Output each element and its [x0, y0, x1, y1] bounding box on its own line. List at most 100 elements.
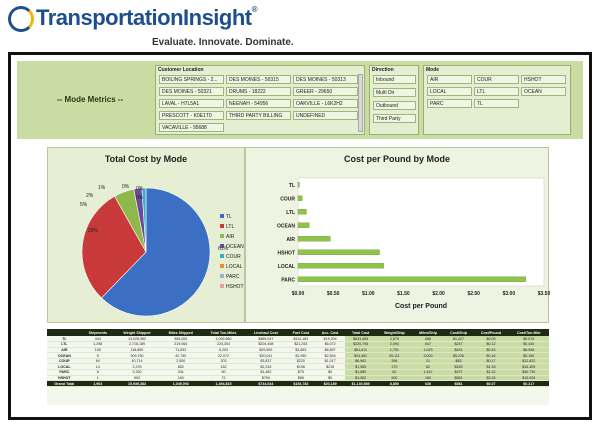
table-cell: $633,455 — [344, 336, 377, 343]
mode-metrics-label: -- Mode Metrics -- — [57, 95, 124, 104]
bar-ltl[interactable] — [297, 209, 307, 215]
direction-option[interactable]: Third Party — [373, 114, 416, 123]
customer-location-option[interactable]: DES MOINES - 50321 — [159, 87, 224, 96]
table-header-cell[interactable] — [47, 329, 82, 336]
bar-local[interactable] — [297, 263, 384, 269]
mode-option[interactable]: PARC — [427, 99, 472, 108]
customer-location-option[interactable]: VACAVILLE - 95688 — [159, 123, 224, 132]
mode-option[interactable]: LOCAL — [427, 87, 472, 96]
table-header-cell[interactable]: Weight/Ship — [376, 329, 413, 336]
x-tick-label: $2.50 — [467, 291, 480, 297]
table-cell: 2,579 — [376, 336, 413, 343]
pie-slice-cour[interactable] — [141, 187, 147, 253]
table-cell: 62 — [376, 369, 413, 376]
table-cell: 5,203 — [201, 347, 246, 354]
table-header-cell[interactable]: Total Ton-Miles — [201, 329, 246, 336]
direction-option[interactable]: Inbound — [373, 75, 416, 84]
table-cell: $83 — [443, 358, 474, 365]
customer-location-option[interactable]: DES MOINES - 50315 — [226, 75, 291, 84]
pie-slice-label: 29% — [88, 228, 99, 234]
legend-label: TL — [226, 214, 232, 220]
customer-location-option[interactable]: DRUMS - 18222 — [226, 87, 291, 96]
table-header-cell[interactable]: Cost/Ship — [443, 329, 474, 336]
mode-option[interactable]: AIR — [427, 75, 472, 84]
mode-option[interactable]: OCEAN — [521, 87, 566, 96]
table-cell: $320,795 — [344, 341, 377, 348]
table-cell: $1,950 — [286, 352, 316, 359]
customer-location-option[interactable]: PRESCOTT - K0E1T0 — [159, 111, 224, 120]
customer-location-option[interactable]: NEENAH - 54956 — [226, 99, 291, 108]
bar-ocean[interactable] — [297, 222, 310, 228]
brand-name-part2: Insight — [183, 5, 252, 30]
table-header-cell[interactable]: Linehaul Cost — [245, 329, 287, 336]
table-row: OCEAN 5 309,750 42,750 22,072 $20,011 $1,950 $2… — [47, 352, 549, 359]
table-row: AIR 105 118,890 71,832 5,203 $29,592 $1,853 $6,… — [47, 347, 549, 354]
table-cell: $1,427 — [443, 336, 474, 343]
table-cell: 21 — [412, 358, 444, 365]
customer-location-option[interactable]: DES MOINES - 50313 — [293, 75, 358, 84]
direction-option[interactable]: Outbound — [373, 101, 416, 110]
table-cell: 396 — [376, 358, 413, 365]
table-header-cell[interactable]: Fuel Cost — [286, 329, 316, 336]
legend-label: AIR — [226, 234, 235, 240]
bar-category-label: LTL — [286, 210, 295, 216]
table-header-cell[interactable]: Weight Shipped — [113, 329, 160, 336]
table-cell: $16.409 — [508, 363, 549, 371]
customer-location-scrollbar[interactable] — [358, 74, 363, 132]
bar-cour[interactable] — [297, 195, 303, 201]
table-cell: $750 — [245, 375, 287, 382]
table-header-cell[interactable]: Cost/Ton-Mile — [508, 329, 549, 336]
pie-slice-ltl[interactable] — [81, 195, 147, 299]
table-cell: $247 — [443, 341, 474, 348]
mode-option[interactable]: TL — [474, 99, 519, 108]
table-header-cell[interactable]: Miles Shipped — [159, 329, 202, 336]
table-cell: LOCAL — [47, 363, 82, 371]
table-cell: $15.026 — [508, 375, 549, 382]
mode-option[interactable]: HSHOT — [521, 75, 566, 84]
customer-location-title: Customer Location — [158, 67, 204, 73]
table-header-cell[interactable]: Miles/Ship — [412, 329, 444, 336]
table-total-cell: 15,939,383 — [113, 380, 160, 387]
customer-location-option[interactable]: LAVAL - H7L5A1 — [159, 99, 224, 108]
bar-air[interactable] — [297, 236, 331, 242]
table-total-cell: $1,130,589 — [344, 380, 377, 387]
customer-location-option[interactable]: BOILING SPRINGS - 2... — [159, 75, 224, 84]
table-cell: $51,611 — [344, 347, 377, 354]
brand-tagline: Evaluate. Innovate. Dominate. — [152, 37, 294, 48]
table-header-cell[interactable]: Cost/Pound — [473, 329, 509, 336]
customer-location-option[interactable]: UNDEFINED — [293, 111, 358, 120]
customer-location-option[interactable]: GREER - 29650 — [293, 87, 358, 96]
table-cell: 852 — [159, 363, 202, 371]
mode-option[interactable]: COUR — [474, 75, 519, 84]
pie-slice-label: 0% — [136, 186, 144, 192]
x-tick-label: $0.00 — [292, 291, 305, 297]
table-cell: 40,714 — [113, 358, 160, 365]
bar-category-label: AIR — [286, 237, 295, 243]
bar-hshot[interactable] — [297, 249, 380, 255]
table-cell: $491 — [443, 347, 474, 354]
legend-label: OCEAN — [226, 244, 244, 250]
customer-location-option[interactable]: OAKVILLE - L6K2H2 — [293, 99, 358, 108]
table-cell: $197 — [443, 369, 474, 376]
table-header-cell[interactable]: Total Cost — [344, 329, 377, 336]
table-header-cell[interactable]: Shipments — [81, 329, 114, 336]
customer-location-option[interactable]: THIRD PARTY BILLING — [226, 111, 291, 120]
brand-name-part1: Transportation — [36, 5, 184, 30]
pie-slice-tl[interactable] — [101, 187, 211, 317]
table-header-cell[interactable]: Acc. Cost — [315, 329, 345, 336]
pie-slice-label: 1% — [98, 185, 106, 191]
table-cell: LTL — [47, 341, 82, 348]
table-total-cell: $0.217 — [508, 380, 549, 387]
table-cell: 8 — [81, 369, 114, 376]
table-row: TL 444 13,028,962 965,000 1,092,660 $489,047 $… — [47, 336, 549, 343]
bar-parc[interactable] — [297, 276, 526, 282]
table-cell: $1,580 — [344, 369, 377, 376]
table-total-cell: $744,644 — [245, 380, 287, 387]
direction-option[interactable]: Multi Dir — [373, 88, 416, 97]
x-tick-label: $3.00 — [503, 291, 516, 297]
table-cell: $3,837 — [245, 358, 287, 365]
x-tick-label: $1.00 — [362, 291, 375, 297]
mode-option[interactable]: LTL — [474, 87, 519, 96]
table-cell: 1,447 — [412, 369, 444, 376]
bar-tl[interactable] — [297, 182, 300, 188]
